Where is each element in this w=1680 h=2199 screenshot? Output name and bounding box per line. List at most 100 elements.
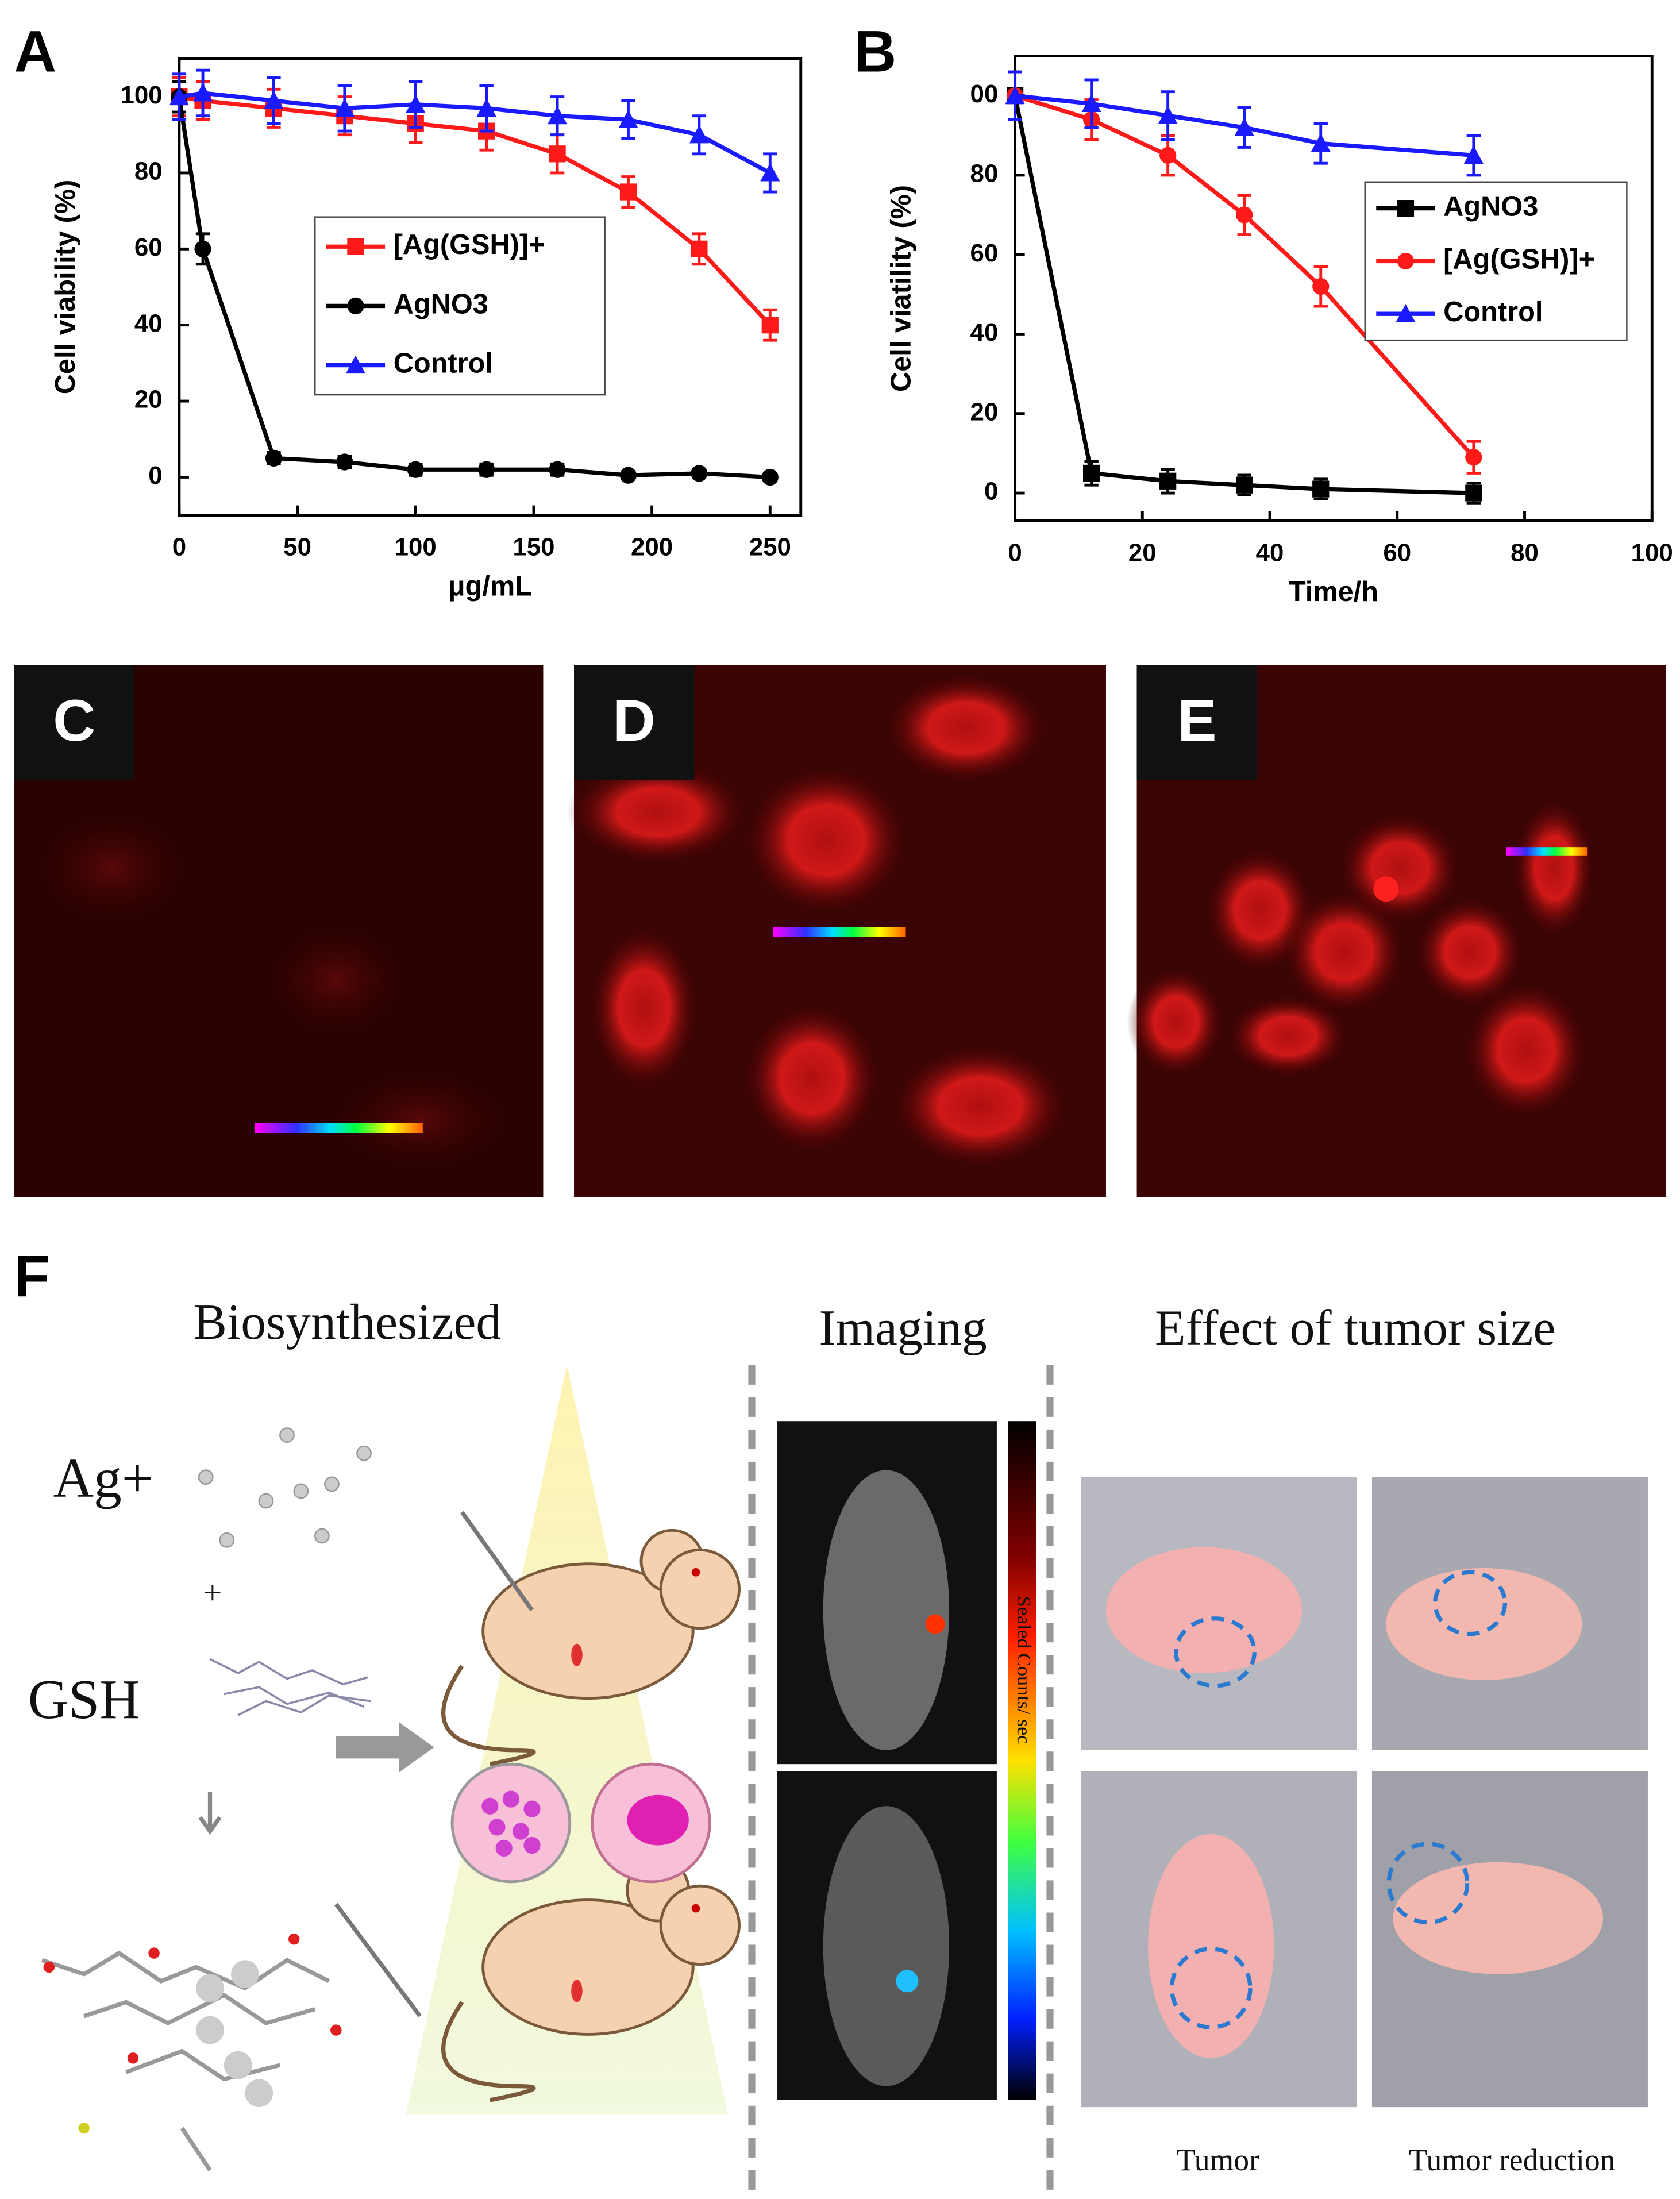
cluster xyxy=(41,1934,342,2171)
marker xyxy=(265,449,283,467)
panel-letter: F xyxy=(14,1243,50,1310)
marker xyxy=(347,238,364,255)
marker xyxy=(691,240,708,257)
y-tick-label: 20 xyxy=(970,398,999,426)
marker xyxy=(192,83,213,102)
y-tick-label: 100 xyxy=(121,81,163,109)
y-tick-label: 0 xyxy=(148,461,162,490)
marker xyxy=(336,453,353,471)
series-line xyxy=(177,96,770,480)
marker xyxy=(1311,133,1331,152)
caption: Tumor reduction xyxy=(1409,2143,1616,2177)
micrograph-e: E xyxy=(1127,665,1666,1197)
marker xyxy=(345,355,365,374)
x-tick-label: 250 xyxy=(749,533,791,561)
marker xyxy=(169,87,189,106)
micrograph-c: C xyxy=(14,665,544,1197)
panel-letter: E xyxy=(1177,687,1216,753)
series-line xyxy=(1012,95,1474,495)
marker xyxy=(1465,484,1482,502)
x-tick-label: 100 xyxy=(1631,538,1673,567)
mouse xyxy=(441,1511,741,1766)
marker xyxy=(1236,206,1253,224)
panel-letter: D xyxy=(613,687,656,753)
legend-label: AgNO3 xyxy=(394,288,488,319)
marker xyxy=(1159,147,1177,164)
series-line xyxy=(1014,94,1475,459)
series-line xyxy=(179,94,772,327)
x-tick-label: 20 xyxy=(1128,538,1157,567)
x-axis-label: μg/mL xyxy=(448,571,532,602)
panel-f: F Biosynthesized Imaging Effect of tumor… xyxy=(14,1243,1648,2198)
y-axis-label: Cell viatility (%) xyxy=(886,185,917,392)
marker xyxy=(1236,476,1253,494)
panel-letter: A xyxy=(14,18,56,84)
legend-label: Control xyxy=(1443,296,1543,328)
legend-label: [Ag(GSH)]+ xyxy=(394,229,545,260)
marker xyxy=(334,98,355,117)
marker xyxy=(1396,304,1416,322)
marker xyxy=(549,145,566,163)
x-tick-label: 40 xyxy=(1256,538,1284,567)
marker xyxy=(1081,94,1101,113)
y-tick-label: 40 xyxy=(970,318,999,346)
marker xyxy=(1234,117,1254,136)
legend-label: AgNO3 xyxy=(1443,191,1538,222)
y-tick-label: 80 xyxy=(970,159,999,187)
y-tick-label: 80 xyxy=(134,157,163,186)
marker xyxy=(1397,252,1415,270)
marker xyxy=(1005,86,1025,105)
y-tick-label: 0 xyxy=(984,477,998,506)
label: GSH xyxy=(28,1669,140,1731)
label: Ag+ xyxy=(53,1447,153,1509)
marker xyxy=(549,461,566,478)
marker xyxy=(1158,106,1178,124)
marker xyxy=(691,465,708,482)
marker xyxy=(1465,449,1482,466)
marker xyxy=(761,317,779,334)
heading: Effect of tumor size xyxy=(1155,1300,1555,1355)
heading: Biosynthesized xyxy=(193,1294,501,1350)
marker xyxy=(1397,200,1415,217)
colorbar-label: Sealed Counts/ sec xyxy=(1013,1596,1034,1744)
y-axis-label: Cell viability (%) xyxy=(50,180,81,395)
x-axis-label: Time/h xyxy=(1289,576,1378,607)
plot-frame xyxy=(1014,55,1654,522)
x-tick-label: 0 xyxy=(1008,538,1022,567)
caption: Tumor xyxy=(1177,2143,1259,2177)
marker xyxy=(760,163,780,182)
y-tick-label: 40 xyxy=(134,309,163,337)
marker xyxy=(619,467,637,484)
marker xyxy=(407,461,424,478)
marker xyxy=(1463,145,1484,164)
plot-frame xyxy=(178,57,803,517)
marker xyxy=(1083,464,1100,482)
mouse xyxy=(334,1858,741,2102)
series-line xyxy=(1015,93,1474,157)
marker xyxy=(347,297,364,315)
marker xyxy=(1312,480,1330,498)
y-tick-label: 00 xyxy=(970,80,999,108)
y-tick-label: 60 xyxy=(134,233,163,261)
marker xyxy=(618,110,638,128)
marker xyxy=(1312,278,1330,295)
marker xyxy=(761,468,779,486)
legend-label: [Ag(GSH)]+ xyxy=(1443,244,1595,275)
micrograph-d: D xyxy=(567,665,1106,1197)
marker xyxy=(1159,472,1177,490)
molecule xyxy=(209,1658,371,1716)
x-tick-label: 150 xyxy=(513,533,554,561)
marker xyxy=(194,240,211,257)
series-line xyxy=(179,91,772,175)
panel-letter: B xyxy=(854,18,896,84)
x-tick-label: 200 xyxy=(631,533,673,561)
x-tick-label: 60 xyxy=(1383,538,1411,567)
x-tick-label: 0 xyxy=(172,533,186,561)
marker xyxy=(264,91,284,109)
marker xyxy=(406,94,426,113)
marker xyxy=(476,98,496,117)
marker xyxy=(478,461,495,478)
